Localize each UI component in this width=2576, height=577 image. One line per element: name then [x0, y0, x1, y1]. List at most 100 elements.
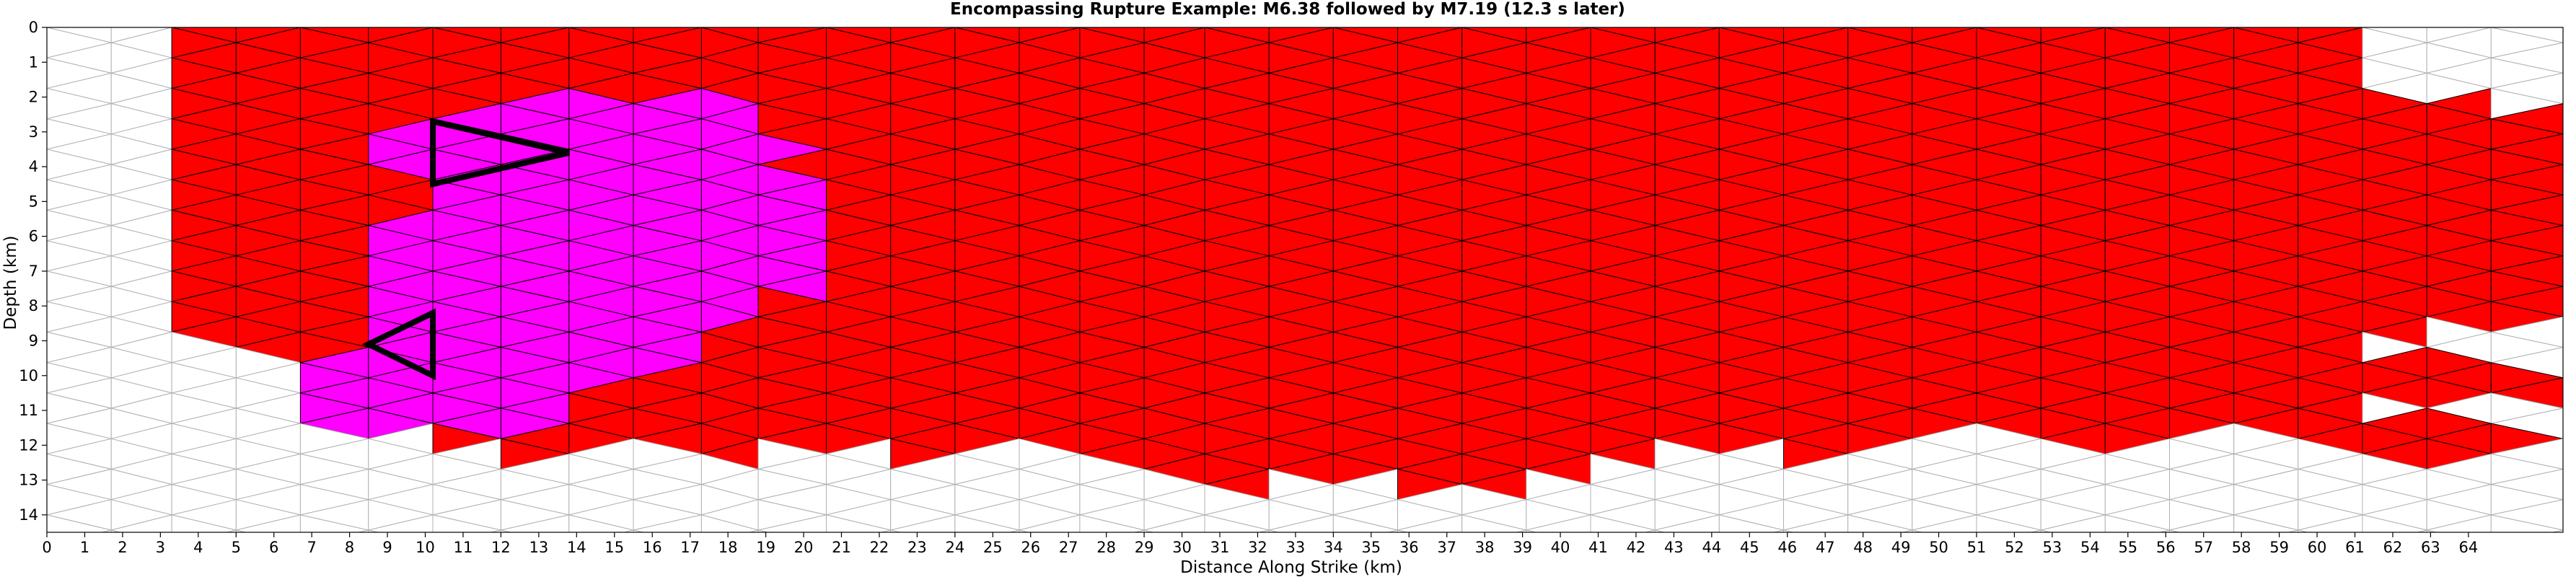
- x-tick-label: 29: [1135, 539, 1154, 556]
- y-tick-label: 1: [29, 53, 38, 71]
- mesh-triangle: [368, 529, 379, 532]
- y-tick-label: 13: [19, 472, 38, 489]
- x-tick-label: 27: [1059, 539, 1078, 556]
- x-tick-label: 45: [1740, 539, 1759, 556]
- y-axis-label: Depth (km): [1, 235, 20, 330]
- mesh-triangle: [568, 514, 634, 532]
- x-tick-label: 3: [156, 539, 165, 556]
- mesh-triangle: [2426, 529, 2438, 532]
- mesh-triangle: [1901, 529, 1913, 532]
- mesh-triangle: [1258, 529, 1270, 532]
- x-tick-label: 62: [2383, 539, 2403, 556]
- y-tick-label: 5: [29, 193, 38, 210]
- mesh-triangle: [47, 514, 112, 532]
- x-tick-label: 34: [1324, 539, 1343, 556]
- mesh-triangle: [2233, 27, 2236, 28]
- x-tick-label: 59: [2269, 539, 2289, 556]
- mesh-triangle: [500, 529, 513, 532]
- x-tick-label: 15: [605, 539, 624, 556]
- x-tick-label: 4: [193, 539, 203, 556]
- x-tick-label: 8: [345, 539, 354, 556]
- y-tick-label: 3: [29, 123, 38, 141]
- x-tick-label: 53: [2043, 539, 2062, 556]
- mesh-triangle: [2362, 27, 2365, 28]
- x-tick-label: 63: [2421, 539, 2440, 556]
- mesh-triangle: [299, 27, 302, 28]
- x-tick-label: 54: [2080, 539, 2100, 556]
- x-tick-label: 50: [1929, 539, 1948, 556]
- x-tick-label: 47: [1816, 539, 1835, 556]
- x-tick-label: 6: [269, 539, 278, 556]
- highlighted-triangle-1: [430, 118, 570, 188]
- mesh-triangle: [2490, 27, 2493, 28]
- x-tick-label: 55: [2118, 539, 2137, 556]
- x-tick-label: 38: [1475, 539, 1495, 556]
- x-tick-label: 44: [1702, 539, 1721, 556]
- mesh-triangle: [1783, 529, 1795, 532]
- plot-frame: [46, 27, 2564, 533]
- x-tick-label: 24: [945, 539, 964, 556]
- mesh-triangle: [1976, 27, 1979, 28]
- mesh-triangle: [890, 529, 902, 532]
- x-tick-label: 56: [2156, 539, 2176, 556]
- mesh-triangle: [748, 529, 759, 532]
- y-tick-label: 8: [29, 297, 38, 314]
- mesh-triangle: [1515, 529, 1527, 532]
- x-tick-label: 14: [567, 539, 586, 556]
- x-tick-label: 18: [718, 539, 738, 556]
- mesh-triangle: [171, 27, 174, 28]
- mesh-triangle: [2298, 529, 2309, 532]
- mesh-triangle: [700, 27, 703, 28]
- highlighted-triangle-2: [361, 308, 436, 381]
- mesh-triangle: [100, 529, 112, 532]
- x-tick-label: 39: [1513, 539, 1532, 556]
- x-tick-label: 30: [1172, 539, 1192, 556]
- mesh-triangle: [1268, 529, 1280, 532]
- mesh-triangle: [1386, 529, 1398, 532]
- mesh-triangle: [1019, 529, 1029, 532]
- mesh-triangle: [489, 529, 501, 532]
- mesh-triangle: [110, 529, 122, 532]
- mesh-triangle: [1847, 27, 1850, 28]
- x-tick-label: 20: [794, 539, 814, 556]
- x-tick-label: 10: [416, 539, 435, 556]
- x-tick-label: 64: [2459, 539, 2479, 556]
- x-tick-label: 52: [2005, 539, 2024, 556]
- x-tick-label: 19: [756, 539, 775, 556]
- x-tick-label: 2: [118, 539, 127, 556]
- mesh-triangle: [1204, 514, 1270, 532]
- x-tick-label: 16: [643, 539, 662, 556]
- x-tick-label: 31: [1210, 539, 1230, 556]
- x-tick-label: 61: [2345, 539, 2365, 556]
- mesh-triangle: [2169, 529, 2181, 532]
- mesh-triangle: [432, 27, 435, 28]
- y-tick-label: 12: [19, 436, 38, 454]
- mesh-triangle: [1847, 514, 1912, 532]
- x-tick-label: 11: [454, 539, 473, 556]
- mesh-triangle: [879, 529, 892, 532]
- mesh-triangle: [700, 514, 760, 532]
- mesh-triangle: [1644, 529, 1656, 532]
- y-tick-label: 2: [29, 89, 38, 106]
- mesh-triangle: [2287, 529, 2299, 532]
- mesh-triangle: [1397, 529, 1409, 532]
- mesh-triangle: [235, 529, 247, 532]
- x-tick-label: 42: [1627, 539, 1646, 556]
- mesh-triangle: [2416, 529, 2427, 532]
- mesh-group: [47, 27, 2563, 532]
- y-tick-label: 6: [29, 228, 38, 245]
- x-tick-label: 33: [1286, 539, 1306, 556]
- mesh-triangle: [1772, 529, 1784, 532]
- y-tick-label: 0: [29, 19, 38, 36]
- mesh-triangle: [623, 529, 634, 532]
- mesh-triangle: [826, 27, 828, 28]
- mesh-triangle: [1590, 514, 1656, 532]
- x-tick-label: 17: [680, 539, 700, 556]
- mesh-triangle: [2040, 529, 2052, 532]
- mesh-triangle: [1008, 529, 1020, 532]
- x-tick-label: 9: [382, 539, 392, 556]
- x-tick-label: 58: [2232, 539, 2251, 556]
- x-tick-label: 21: [832, 539, 851, 556]
- x-axis-label: Distance Along Strike (km): [1180, 558, 1402, 577]
